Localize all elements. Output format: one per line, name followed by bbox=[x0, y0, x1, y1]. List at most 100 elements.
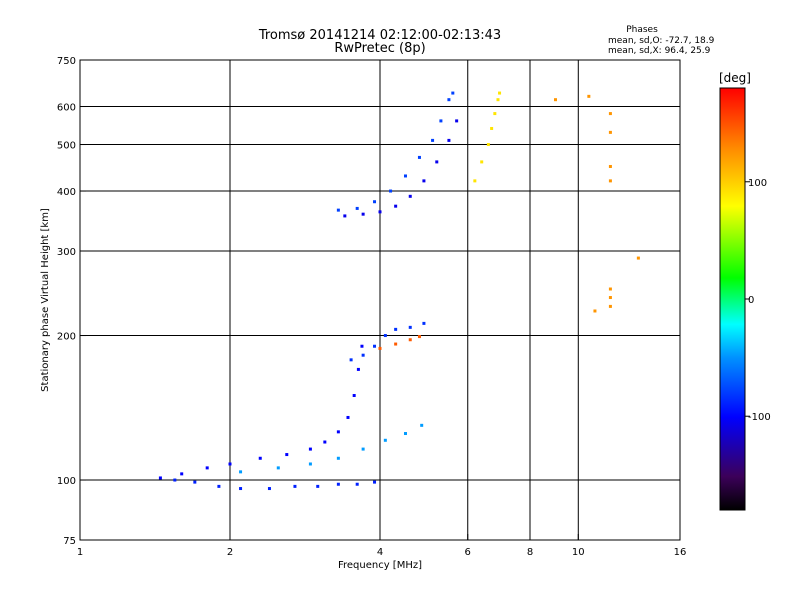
data-point bbox=[587, 94, 591, 98]
chart-subtitle: RwPretec (8p) bbox=[334, 41, 425, 56]
data-point bbox=[608, 130, 612, 134]
y-tick-label: 100 bbox=[57, 476, 76, 487]
data-point bbox=[451, 91, 455, 95]
data-point bbox=[361, 212, 365, 216]
data-point bbox=[455, 119, 459, 123]
x-axis-label: Frequency [MHz] bbox=[338, 560, 422, 571]
data-point bbox=[352, 394, 356, 398]
y-tick-label: 600 bbox=[57, 103, 76, 114]
data-point bbox=[486, 143, 490, 147]
y-tick-label: 400 bbox=[57, 187, 76, 198]
data-point bbox=[553, 98, 557, 102]
data-point bbox=[608, 179, 612, 183]
data-point bbox=[361, 447, 365, 451]
data-point bbox=[373, 344, 377, 348]
y-ticks: 75 100 200 300 400 500 600 750 bbox=[57, 56, 86, 547]
y-tick-label: 300 bbox=[57, 247, 76, 258]
data-point bbox=[180, 472, 184, 476]
data-point bbox=[336, 208, 340, 212]
data-point bbox=[593, 309, 597, 313]
colorbar-tick-label: -100 bbox=[748, 412, 771, 423]
y-tick-label: 200 bbox=[57, 332, 76, 343]
data-point bbox=[349, 358, 353, 362]
data-point bbox=[403, 432, 407, 436]
data-point bbox=[608, 296, 612, 300]
data-point bbox=[193, 480, 197, 484]
data-point bbox=[373, 480, 377, 484]
colorbar bbox=[719, 87, 746, 511]
data-point bbox=[403, 174, 407, 178]
data-points bbox=[158, 91, 640, 491]
data-point bbox=[408, 194, 412, 198]
y-tick-label: 75 bbox=[63, 536, 76, 547]
data-point bbox=[378, 346, 382, 350]
x-tick-label: 16 bbox=[674, 547, 687, 558]
x-tick-label: 6 bbox=[465, 547, 471, 558]
data-point bbox=[239, 470, 243, 474]
data-point bbox=[394, 327, 398, 331]
y-axis-label: Stationary phase Virtual Height [km] bbox=[40, 208, 51, 392]
data-point bbox=[323, 440, 327, 444]
colorbar-tick-label: 100 bbox=[748, 178, 767, 189]
colorbar-ticks: 100 0 -100 bbox=[745, 178, 771, 423]
data-point bbox=[498, 91, 502, 95]
data-point bbox=[608, 112, 612, 116]
data-point bbox=[439, 119, 443, 123]
data-point bbox=[608, 287, 612, 291]
data-point bbox=[408, 338, 412, 342]
data-point bbox=[346, 415, 350, 419]
data-point bbox=[447, 138, 451, 142]
data-point bbox=[276, 466, 280, 470]
data-point bbox=[336, 456, 340, 460]
data-point bbox=[383, 334, 387, 338]
data-point bbox=[173, 478, 177, 482]
phase-stats-o-mode: mean, sd,O: -72.7, 18.9 bbox=[608, 36, 715, 46]
data-point bbox=[608, 164, 612, 168]
data-point bbox=[228, 462, 232, 466]
y-tick-label: 750 bbox=[57, 56, 76, 67]
data-point bbox=[480, 160, 484, 164]
y-tick-label: 500 bbox=[57, 141, 76, 152]
x-tick-label: 10 bbox=[572, 547, 585, 558]
data-point bbox=[356, 367, 360, 371]
data-point bbox=[422, 179, 426, 183]
data-point bbox=[308, 462, 312, 466]
data-point bbox=[355, 206, 359, 210]
phase-stats-x-mode: mean, sd,X: 96.4, 25.9 bbox=[608, 46, 711, 56]
data-point bbox=[217, 484, 221, 488]
grid-lines bbox=[80, 60, 680, 540]
data-point bbox=[239, 487, 243, 491]
data-point bbox=[158, 476, 162, 480]
data-point bbox=[267, 487, 271, 491]
data-point bbox=[473, 179, 477, 183]
data-point bbox=[408, 325, 412, 329]
data-point bbox=[496, 98, 500, 102]
data-point bbox=[285, 453, 289, 457]
colorbar-tick-label: 0 bbox=[748, 295, 754, 306]
chart-title: Tromsø 20141214 02:12:00-02:13:43 bbox=[258, 28, 501, 43]
data-point bbox=[308, 447, 312, 451]
x-ticks: 1 2 4 6 8 10 16 bbox=[77, 534, 687, 558]
data-point bbox=[420, 423, 424, 427]
data-point bbox=[383, 438, 387, 442]
data-point bbox=[316, 484, 320, 488]
data-point bbox=[493, 112, 497, 116]
data-point bbox=[447, 98, 451, 102]
data-point bbox=[608, 304, 612, 308]
data-point bbox=[361, 353, 365, 357]
data-point bbox=[389, 189, 393, 193]
x-tick-label: 8 bbox=[527, 547, 533, 558]
data-point bbox=[417, 335, 421, 339]
data-point bbox=[394, 204, 398, 208]
x-tick-label: 4 bbox=[377, 547, 383, 558]
data-point bbox=[343, 214, 347, 218]
data-point bbox=[205, 466, 209, 470]
data-point bbox=[373, 200, 377, 204]
colorbar-label: [deg] bbox=[719, 71, 751, 85]
data-point bbox=[417, 155, 421, 159]
data-point bbox=[293, 484, 297, 488]
x-tick-label: 2 bbox=[227, 547, 233, 558]
data-point bbox=[336, 430, 340, 434]
data-point bbox=[636, 256, 640, 260]
